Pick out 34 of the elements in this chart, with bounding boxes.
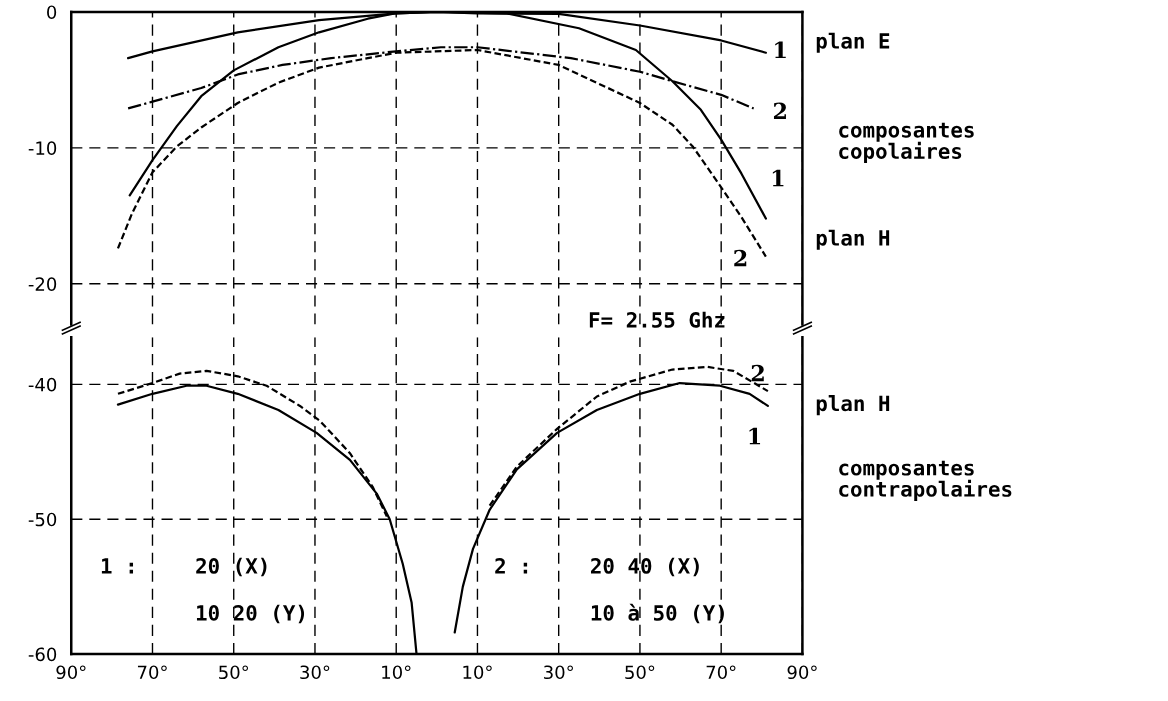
text: plan H — [816, 395, 890, 416]
y-tick-label: -50 — [28, 512, 57, 527]
text: plan H — [816, 229, 890, 250]
y-tick-label: -10 — [28, 141, 57, 155]
text: composantes contrapolaires — [839, 460, 1012, 501]
y-tick-label: -40 — [28, 377, 57, 392]
y-tick-label: -20 — [28, 277, 57, 291]
x-tick-label: 70° — [137, 665, 167, 680]
y-tick-label: 0 — [47, 5, 57, 20]
annotation: 1 : — [101, 558, 134, 574]
text: plan E — [816, 32, 890, 53]
annotation: 1 — [772, 169, 784, 187]
x-tick-label: 50° — [219, 665, 249, 680]
annotation: 1 — [749, 427, 761, 445]
x-tick-label: 30° — [544, 665, 573, 680]
annotation: 2 — [734, 249, 747, 267]
annotation: 2 — [773, 102, 786, 119]
annotation: 10 à 50 (Y) — [591, 603, 724, 624]
text: composantes copolaires — [839, 122, 974, 164]
annotation: 1 — [775, 41, 786, 59]
y-tick-label: -60 — [28, 647, 57, 662]
annotation: 2 — [751, 364, 764, 382]
annotation: 20 (X) — [196, 557, 267, 577]
x-tick-label: 90° — [56, 665, 86, 680]
x-tick-label: 30° — [300, 665, 330, 680]
x-tick-label: 50° — [625, 665, 655, 680]
annotation: F= 2.55 Ghz — [589, 311, 725, 328]
annotation: 20 40 (X) — [591, 557, 699, 577]
x-tick-label: 90° — [787, 665, 817, 680]
x-tick-label: 70° — [706, 665, 736, 680]
x-tick-label: 10° — [382, 665, 411, 680]
x-tick-label: 10° — [463, 665, 492, 680]
annotation: 10 20 (Y) — [196, 604, 305, 624]
annotation: 2 : — [495, 558, 528, 574]
